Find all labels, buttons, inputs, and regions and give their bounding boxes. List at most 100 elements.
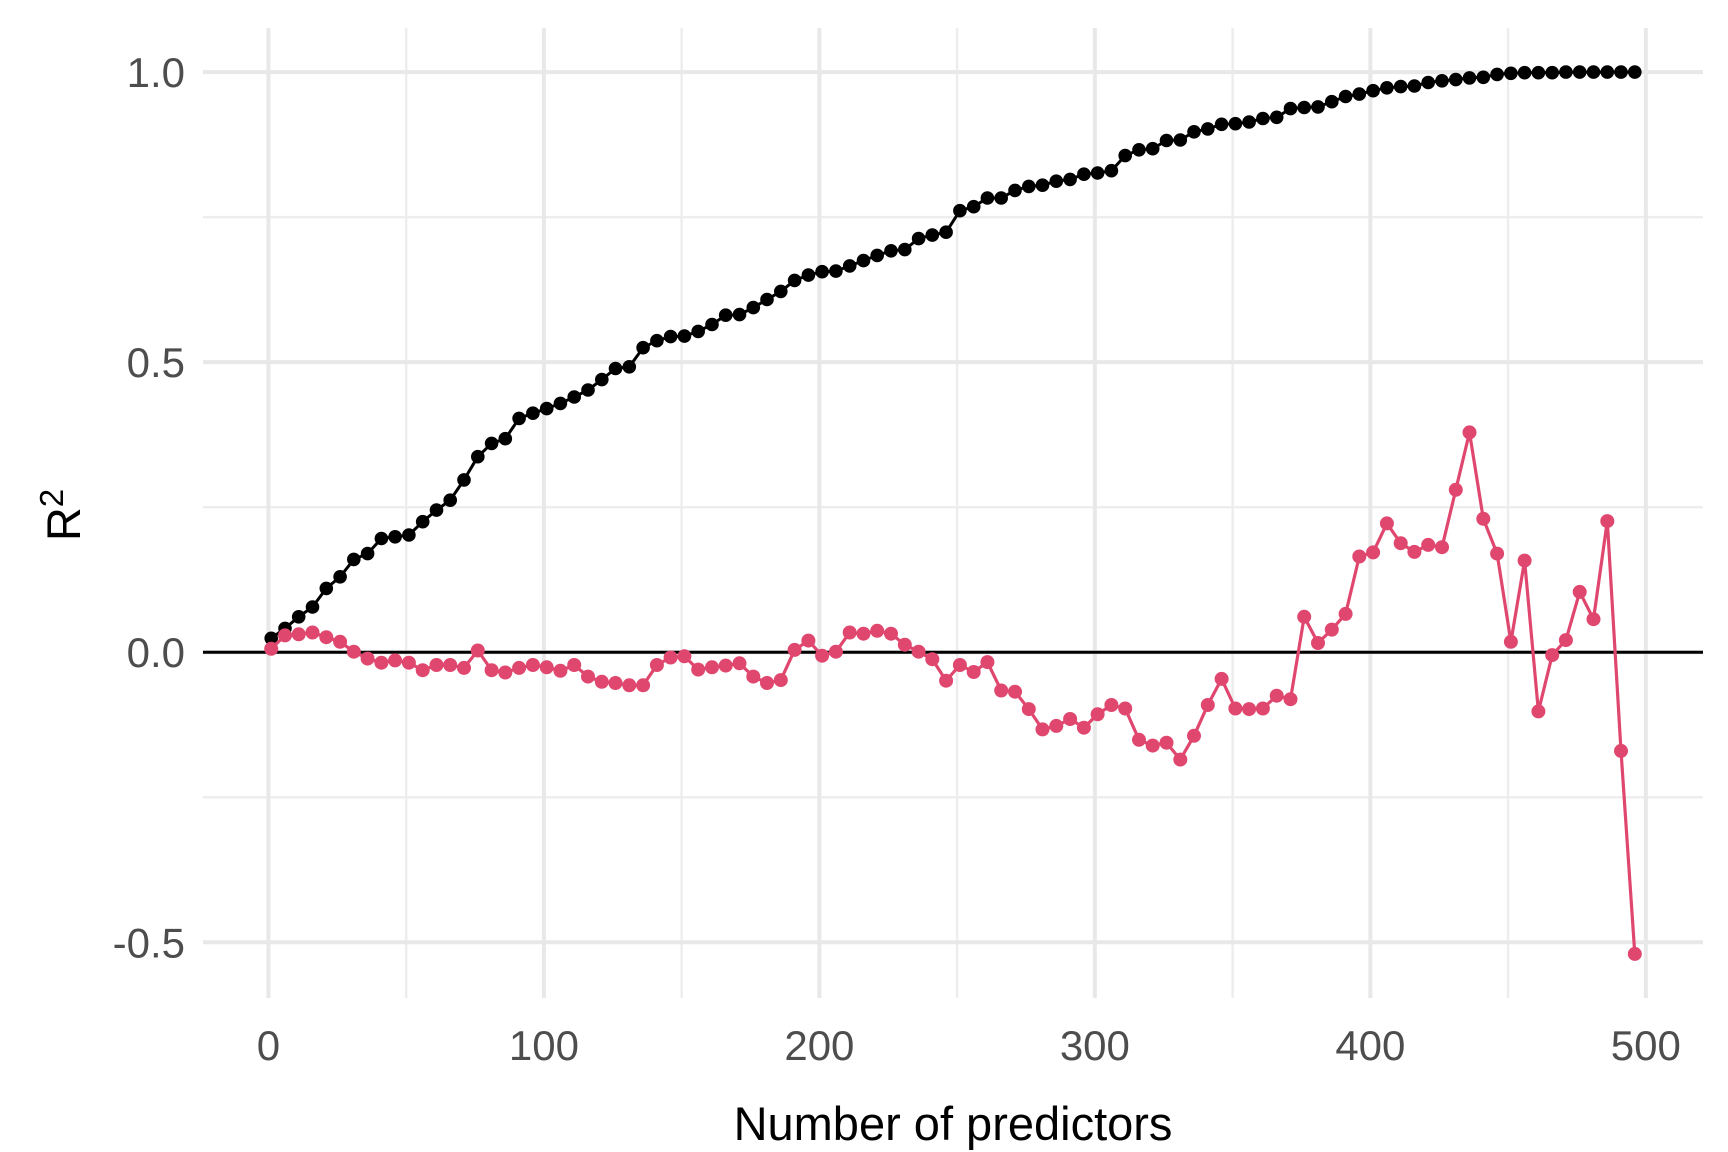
pink-series-point xyxy=(1421,537,1436,552)
pink-series-point xyxy=(1104,698,1119,712)
pink-series-point xyxy=(1490,546,1505,561)
black-series-point xyxy=(1077,167,1091,181)
pink-series-point xyxy=(567,658,582,672)
pink-series-point xyxy=(1572,584,1587,599)
pink-series-point xyxy=(939,673,954,688)
x-axis-title: Number of predictors xyxy=(734,1097,1173,1150)
black-series-point xyxy=(1297,100,1311,115)
pink-series-point xyxy=(718,658,733,673)
pink-series-point xyxy=(746,669,761,684)
black-series-point xyxy=(526,406,540,421)
pink-series-point xyxy=(1352,549,1367,564)
pink-series-point xyxy=(374,655,389,670)
pink-series-point xyxy=(401,655,416,670)
black-series-point xyxy=(994,191,1008,205)
pink-series-point xyxy=(870,623,885,638)
pink-series-point xyxy=(346,644,361,659)
x-tick-label: 300 xyxy=(1060,1022,1130,1069)
pink-series-point xyxy=(1503,634,1518,649)
pink-series-point xyxy=(1118,701,1133,716)
pink-series-point xyxy=(1558,633,1573,648)
pink-series-point xyxy=(1476,511,1491,526)
black-series-point xyxy=(1022,179,1036,194)
black-series-point xyxy=(457,473,471,487)
black-series-point xyxy=(305,600,320,614)
black-series-point xyxy=(746,300,761,315)
pink-series-point xyxy=(608,676,623,690)
black-series-point xyxy=(911,231,926,246)
pink-series-point xyxy=(1586,612,1601,627)
pink-series-point xyxy=(1338,606,1353,621)
pink-series-point xyxy=(801,633,816,648)
pink-series-point xyxy=(705,660,719,675)
black-series-point xyxy=(663,329,678,344)
black-series-point xyxy=(567,390,581,404)
pink-series-point xyxy=(856,626,871,641)
black-series-point xyxy=(842,259,857,273)
y-tick-label: 1.0 xyxy=(127,49,185,96)
pink-series-point xyxy=(911,644,926,659)
pink-series-point xyxy=(319,630,334,645)
black-series-point xyxy=(1159,133,1174,148)
black-series-point xyxy=(1269,110,1284,125)
y-tick-label: -0.5 xyxy=(113,919,185,966)
pink-series-point xyxy=(1145,738,1160,753)
black-series-point xyxy=(1256,111,1270,126)
axis-tick-labels: 0 100 200 300 400 500 -0.5 0.0 0.5 1.0 xyxy=(113,49,1681,1069)
black-series-point xyxy=(595,372,609,387)
black-series-point xyxy=(856,253,871,268)
pink-series-point xyxy=(1214,671,1229,686)
major-gridlines xyxy=(203,28,1703,998)
black-series-point xyxy=(1614,65,1628,79)
data-series-layer xyxy=(264,65,1642,961)
pink-series-point xyxy=(1063,712,1078,726)
black-series-point xyxy=(319,581,334,596)
y-tick-label: 0.0 xyxy=(127,629,185,676)
y-tick-label: 0.5 xyxy=(127,339,185,386)
pink-series-point xyxy=(1462,425,1477,440)
black-series-point xyxy=(484,436,499,451)
pink-series-point xyxy=(828,644,843,659)
black-series-point xyxy=(677,329,692,343)
pink-series-point xyxy=(884,626,898,641)
pink-series-point xyxy=(1393,536,1408,551)
pink-series-point xyxy=(1008,684,1022,699)
black-series-point xyxy=(360,546,375,561)
black-series-point xyxy=(1201,122,1215,136)
black-series-point xyxy=(1545,65,1559,80)
pink-series-point xyxy=(1255,701,1270,716)
black-series-point xyxy=(1517,65,1532,80)
black-series-point xyxy=(1462,71,1477,85)
pink-series-point xyxy=(278,628,292,643)
black-series-point xyxy=(347,552,361,567)
black-series-point xyxy=(1628,65,1642,79)
pink-series-point xyxy=(470,643,485,658)
black-series-point xyxy=(1559,65,1573,79)
black-series-point xyxy=(1504,66,1518,81)
black-series-point xyxy=(1242,115,1256,129)
black-series-point xyxy=(1035,178,1050,192)
black-series-point xyxy=(1311,100,1325,114)
pink-series-point xyxy=(1228,701,1243,716)
pink-series-point xyxy=(1035,722,1050,737)
pink-series-group xyxy=(264,425,1642,961)
x-tick-label: 0 xyxy=(257,1022,280,1069)
x-tick-label: 200 xyxy=(784,1022,854,1069)
black-series-point xyxy=(1090,166,1105,180)
pink-series-line xyxy=(269,430,1637,956)
minor-gridlines xyxy=(203,28,1703,998)
black-series-point xyxy=(925,228,940,242)
black-series-point xyxy=(1449,72,1463,87)
pink-series-point xyxy=(443,658,458,672)
pink-series-point xyxy=(498,665,513,680)
pink-series-point xyxy=(1132,732,1146,747)
black-series-point xyxy=(608,361,623,376)
black-series-point xyxy=(1600,65,1615,79)
black-series-point xyxy=(429,503,444,517)
x-tick-label: 500 xyxy=(1611,1022,1681,1069)
pink-series-point xyxy=(525,658,540,672)
pink-series-point xyxy=(360,651,375,666)
black-series-point xyxy=(705,317,719,332)
pink-series-point xyxy=(457,660,471,675)
